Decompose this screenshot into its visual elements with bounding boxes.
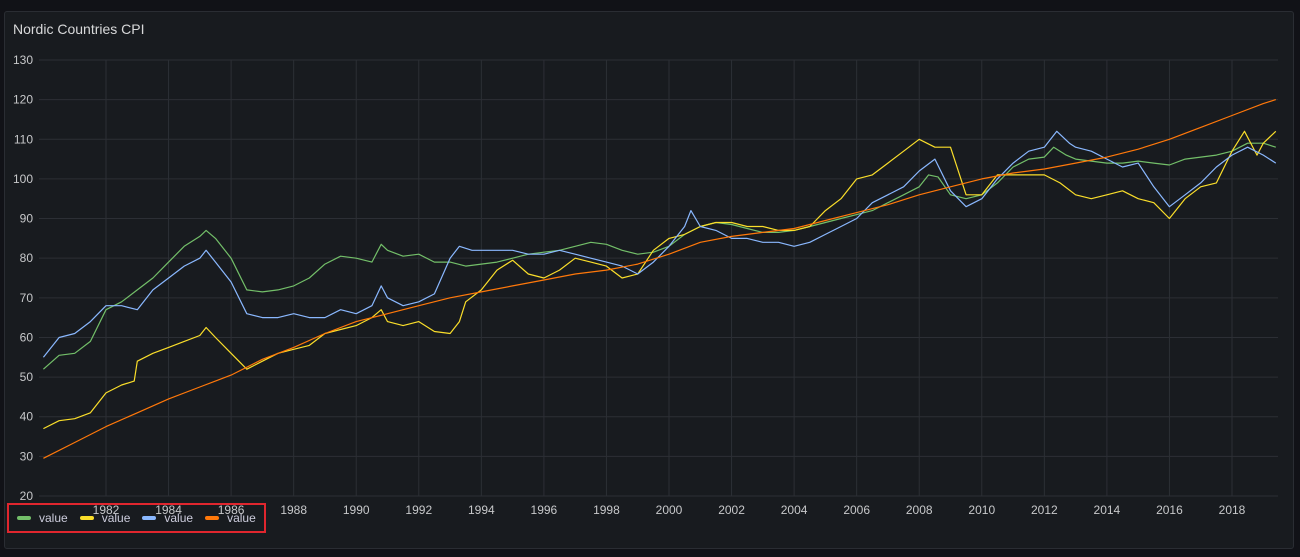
x-tick-label: 1996 bbox=[531, 503, 558, 517]
series-line-2[interactable] bbox=[42, 130, 1277, 358]
legend-swatch-icon bbox=[79, 516, 94, 520]
series-line-0[interactable] bbox=[43, 142, 1276, 370]
x-tick-label: 2010 bbox=[968, 503, 995, 517]
y-tick-label: 30 bbox=[20, 449, 34, 463]
x-tick-label: 1984 bbox=[155, 503, 182, 517]
x-tick-label: 2016 bbox=[1156, 503, 1183, 517]
x-tick-label: 2008 bbox=[906, 503, 933, 517]
chart-panel: Nordic Countries CPI bbox=[4, 11, 1294, 549]
y-tick-label: 130 bbox=[13, 53, 33, 67]
x-tick-label: 1992 bbox=[405, 503, 432, 517]
x-tick-label: 1986 bbox=[218, 503, 245, 517]
legend-item-1[interactable]: value bbox=[79, 511, 131, 525]
x-tick-label: 1998 bbox=[593, 503, 620, 517]
legend-label: value bbox=[39, 511, 68, 525]
y-tick-label: 70 bbox=[20, 291, 34, 305]
legend-swatch-icon bbox=[142, 516, 157, 520]
x-tick-label: 2018 bbox=[1219, 503, 1246, 517]
x-tick-label: 2002 bbox=[718, 503, 745, 517]
legend-item-3[interactable]: value bbox=[205, 511, 256, 525]
y-tick-label: 120 bbox=[13, 93, 33, 107]
x-tick-label: 2012 bbox=[1031, 503, 1058, 517]
legend-label: value bbox=[227, 511, 256, 525]
y-tick-label: 100 bbox=[13, 172, 33, 186]
y-tick-label: 80 bbox=[20, 251, 34, 265]
chart-legend: value value value value bbox=[7, 503, 266, 533]
legend-item-0[interactable]: value bbox=[17, 511, 68, 525]
legend-swatch-icon bbox=[205, 516, 220, 520]
x-tick-label: 2004 bbox=[781, 503, 808, 517]
x-tick-label: 1994 bbox=[468, 503, 495, 517]
x-tick-label: 2014 bbox=[1094, 503, 1121, 517]
legend-label: value bbox=[101, 511, 131, 525]
y-tick-label: 90 bbox=[20, 212, 34, 226]
legend-label: value bbox=[164, 511, 194, 525]
y-tick-label: 20 bbox=[20, 489, 34, 503]
x-tick-label: 1988 bbox=[280, 503, 307, 517]
y-tick-label: 110 bbox=[14, 132, 33, 146]
series-line-3[interactable] bbox=[43, 99, 1276, 459]
y-tick-label: 50 bbox=[20, 370, 34, 384]
legend-swatch-icon bbox=[17, 516, 31, 520]
x-tick-label: 2000 bbox=[656, 503, 683, 517]
legend-item-2[interactable]: value bbox=[142, 511, 193, 525]
y-tick-label: 40 bbox=[20, 410, 34, 424]
x-tick-label: 1990 bbox=[343, 503, 370, 517]
x-tick-label: 1982 bbox=[93, 503, 120, 517]
x-tick-label: 2006 bbox=[843, 503, 870, 517]
panel-title: Nordic Countries CPI bbox=[13, 21, 145, 37]
series-line-1[interactable] bbox=[43, 130, 1277, 430]
y-tick-label: 60 bbox=[20, 330, 34, 344]
